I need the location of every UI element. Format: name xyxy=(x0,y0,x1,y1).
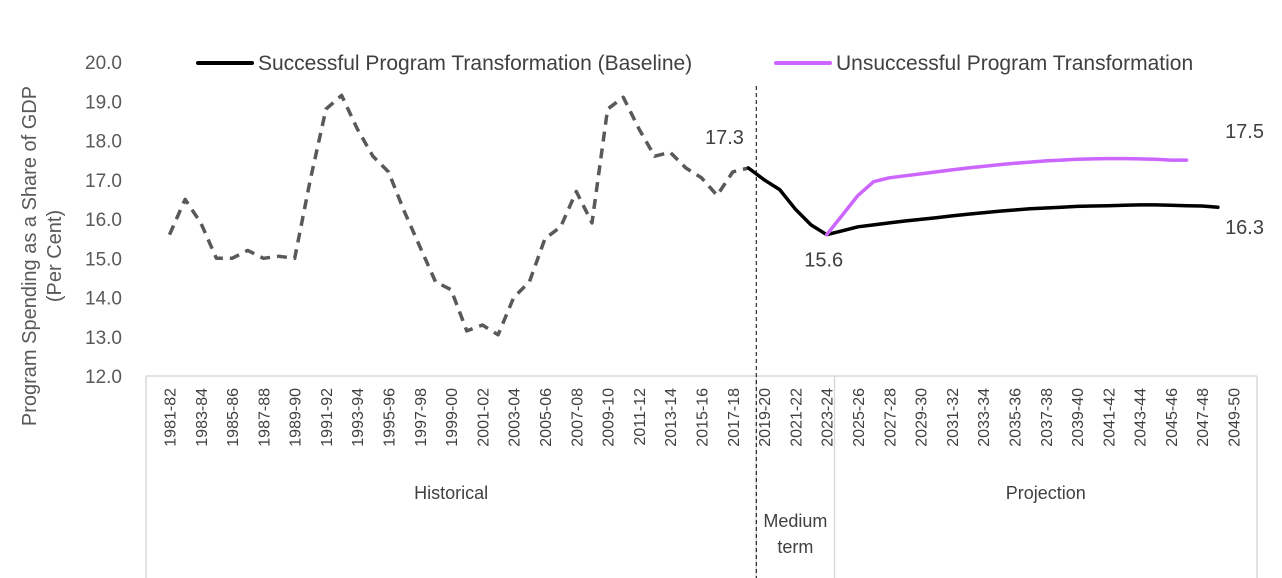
y-axis-title-line1: Program Spending as a Share of GDP xyxy=(19,86,41,426)
x-tick-label: 2001-02 xyxy=(475,388,492,447)
series-lines xyxy=(167,93,1220,337)
x-tick-label: 2027-28 xyxy=(882,388,899,447)
x-tick-label: 2031-32 xyxy=(945,388,962,447)
x-tick-label: 2047-48 xyxy=(1195,388,1212,447)
x-tick-label: 1981-82 xyxy=(162,388,179,447)
y-tick-label: 17.0 xyxy=(85,171,122,192)
x-tick-label: 1989-90 xyxy=(288,388,305,447)
x-tick-label: 2033-34 xyxy=(976,388,993,447)
series-line-unsuccessful-program-transformation xyxy=(824,156,1189,237)
x-tick-label: 2009-10 xyxy=(601,388,618,447)
x-tick-label: 2013-14 xyxy=(663,388,680,447)
x-tick-label: 1993-94 xyxy=(350,388,367,447)
x-tick-label: 2019-20 xyxy=(757,388,774,447)
legend: Successful Program Transformation (Basel… xyxy=(196,52,1193,75)
x-tick-label: 1983-84 xyxy=(194,388,211,447)
x-axis: 1981-82 1983-84 1985-86 1987-88 1989-90 1991-… xyxy=(146,375,1257,447)
x-tick-label: 1997-98 xyxy=(413,388,430,447)
x-tick-label: 1999-00 xyxy=(444,388,461,447)
x-tick-label: 2023-24 xyxy=(820,388,837,447)
x-tick-label: 2045-46 xyxy=(1164,388,1181,447)
y-axis-title: Program Spending as a Share of GDP (Per … xyxy=(19,86,66,426)
x-tick-label: 2011-12 xyxy=(632,388,649,446)
legend-label: Unsuccessful Program Transformation xyxy=(836,52,1193,75)
x-tick-label: 2037-38 xyxy=(1039,388,1056,447)
y-tick-label: 14.0 xyxy=(85,289,122,310)
series-line-successful-program-transformation-baseline xyxy=(746,166,1220,237)
x-tick-label: 1985-86 xyxy=(225,388,242,447)
x-tick-label: 2003-04 xyxy=(507,388,524,447)
data-label: 15.6 xyxy=(804,250,843,272)
legend-item: Unsuccessful Program Transformation xyxy=(774,52,1193,75)
data-label: 17.5 xyxy=(1225,121,1264,143)
x-tick-label: 2049-50 xyxy=(1227,388,1244,447)
x-tick-label: 1991-92 xyxy=(319,388,336,447)
legend-item: Successful Program Transformation (Basel… xyxy=(196,52,692,75)
x-tick-label: 2021-22 xyxy=(788,388,805,447)
series-line-historical xyxy=(167,93,749,337)
x-tick-label: 2005-06 xyxy=(538,388,555,447)
group-label-projection: Projection xyxy=(1006,483,1086,503)
y-tick-label: 19.0 xyxy=(85,92,122,113)
legend-label: Successful Program Transformation (Basel… xyxy=(258,52,692,75)
x-tick-label: 2039-40 xyxy=(1070,388,1087,447)
x-tick-label: 2029-30 xyxy=(914,388,931,447)
group-label-medium-term: Medium term xyxy=(763,511,827,557)
y-tick-label: 18.0 xyxy=(85,132,122,153)
x-tick-label: 2035-36 xyxy=(1007,388,1024,447)
x-tick-label: 2043-44 xyxy=(1133,388,1150,447)
y-axis: 12.0 13.0 14.0 15.0 16.0 17.0 18.0 19.0 20.0 xyxy=(85,53,122,388)
data-labels: 17.3 15.6 17.5 16.3 xyxy=(705,121,1264,272)
period-groups: Historical Medium term Projection xyxy=(145,376,1258,578)
y-axis-title-line2: (Per Cent) xyxy=(44,210,66,302)
x-tick-label: 2025-26 xyxy=(851,388,868,447)
x-tick-label: 2017-18 xyxy=(726,388,743,447)
x-tick-label: 2041-42 xyxy=(1101,388,1118,447)
x-tick-label: 2007-08 xyxy=(569,388,586,447)
group-label-historical: Historical xyxy=(414,483,488,503)
y-tick-label: 16.0 xyxy=(85,210,122,231)
data-label: 16.3 xyxy=(1225,217,1264,239)
y-tick-label: 13.0 xyxy=(85,328,122,349)
y-tick-label: 15.0 xyxy=(85,249,122,270)
y-tick-label: 20.0 xyxy=(85,53,122,74)
x-tick-label: 2015-16 xyxy=(695,388,712,447)
y-tick-label: 12.0 xyxy=(85,367,122,388)
x-tick-label: 1987-88 xyxy=(256,388,273,447)
data-label: 17.3 xyxy=(705,127,744,149)
x-tick-label: 1995-96 xyxy=(382,388,399,447)
